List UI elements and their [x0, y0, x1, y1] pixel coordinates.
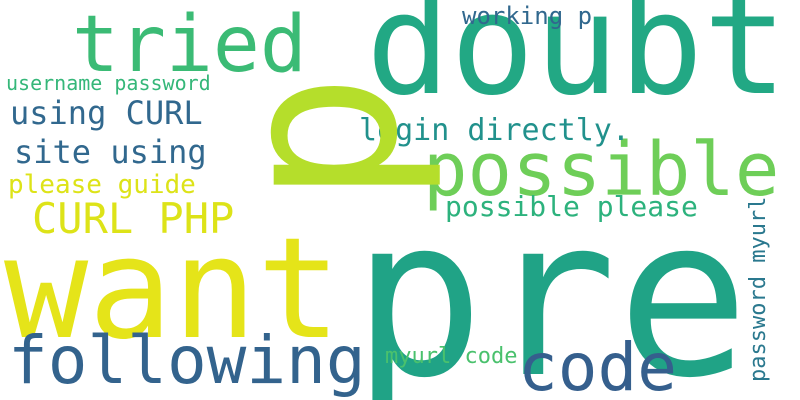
word-working-p: working p [462, 2, 593, 30]
word-following: following [8, 322, 366, 399]
word-username-password: username password [6, 71, 211, 95]
word-code: code [518, 329, 677, 400]
word-possible: possible [423, 127, 780, 213]
word-site-using: site using [14, 133, 207, 171]
word-pre: pre [352, 170, 750, 400]
word-using-curl: using CURL [10, 94, 203, 132]
word-tried: tried [72, 0, 307, 90]
word-possible-please: possible please [445, 190, 698, 223]
word-want: want [4, 208, 342, 371]
word-password-myurl: password myurl [746, 196, 771, 382]
word-doubt: doubt [366, 0, 788, 127]
word-please-guide: please guide [8, 170, 196, 200]
word-login-directly: login directly. [359, 113, 630, 148]
word-p: p [190, 72, 446, 205]
word-curl-php: CURL PHP [32, 194, 235, 243]
word-myurl-code: myurl code [385, 344, 518, 369]
